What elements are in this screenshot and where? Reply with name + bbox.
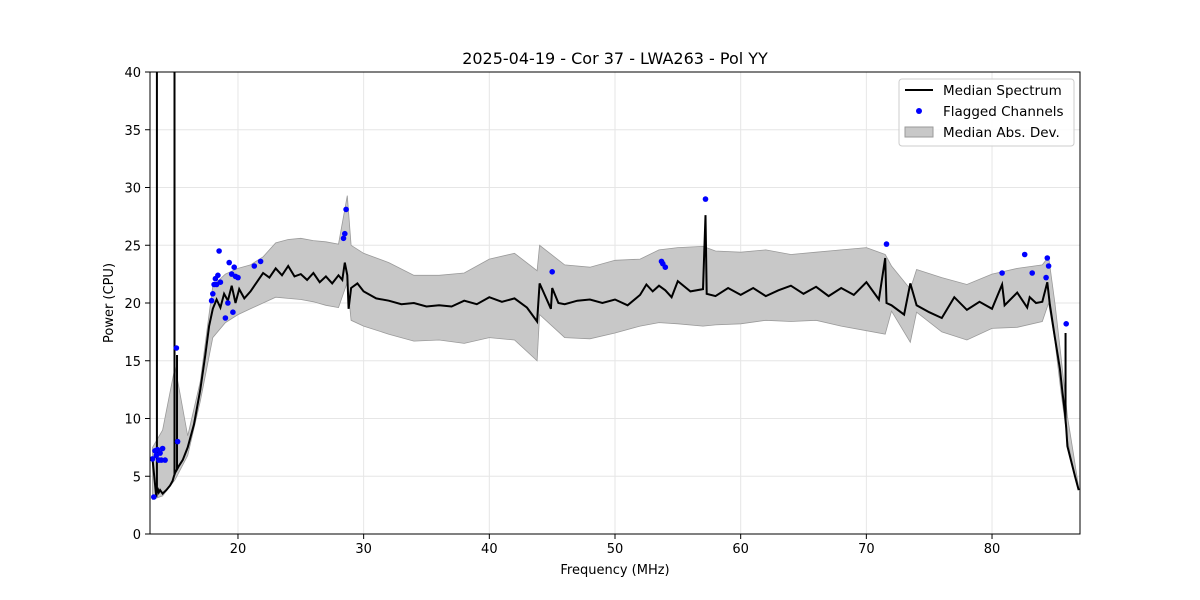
- flagged-channel-point: [151, 494, 157, 500]
- y-tick-label: 35: [124, 124, 141, 139]
- flagged-channel-point: [1021, 251, 1028, 258]
- y-tick-label: 30: [124, 182, 141, 197]
- flagged-channel-point: [225, 300, 231, 306]
- legend: Median Spectrum Flagged Channels Median …: [898, 78, 1075, 147]
- flagged-channel-point: [251, 263, 258, 269]
- flagged-channel-point: [1063, 321, 1069, 327]
- flagged-channel-point: [174, 438, 181, 445]
- y-tick-label: 10: [124, 413, 141, 428]
- flagged-channel-point: [216, 248, 222, 254]
- x-tick-label: 20: [230, 542, 247, 557]
- flagged-channel-point: [1043, 274, 1049, 281]
- legend-band-swatch: [904, 126, 934, 138]
- flagged-channel-point: [173, 345, 180, 351]
- plot-area: [150, 72, 1080, 500]
- y-tick-label: 40: [124, 66, 141, 81]
- flagged-channel-point: [150, 456, 156, 462]
- flagged-channel-point: [208, 297, 215, 304]
- flagged-channels-points: [150, 196, 1069, 500]
- flagged-channel-point: [159, 445, 166, 452]
- flagged-channel-point: [342, 230, 348, 237]
- flagged-channel-point: [340, 235, 347, 242]
- y-tick-label: 0: [133, 528, 141, 543]
- flagged-channel-point: [1045, 263, 1052, 269]
- legend-label-mad: Median Abs. Dev.: [943, 125, 1060, 141]
- flagged-channel-point: [230, 309, 236, 316]
- flagged-channel-point: [883, 241, 890, 247]
- flagged-channel-point: [702, 196, 709, 202]
- x-tick-label: 30: [355, 542, 372, 557]
- flagged-channel-point: [226, 259, 232, 266]
- legend-label-flagged: Flagged Channels: [943, 104, 1064, 120]
- flagged-channel-point: [215, 272, 221, 279]
- legend-point-swatch: [916, 108, 922, 114]
- y-axis-ticks: 0 5 10 15 20 25 30 35 40: [124, 66, 150, 543]
- y-axis-label: Power (CPU): [102, 263, 117, 343]
- flagged-channel-point: [343, 206, 349, 213]
- flagged-channel-point: [162, 457, 168, 463]
- median-spectrum-spikes: [155, 72, 1067, 493]
- x-tick-label: 40: [481, 542, 498, 557]
- flagged-channel-point: [1044, 255, 1051, 261]
- x-tick-label: 70: [858, 542, 875, 557]
- flagged-channel-point: [231, 264, 237, 271]
- flagged-channel-point: [157, 450, 163, 456]
- median-spectrum-line: [151, 215, 1080, 498]
- flagged-channel-point: [1029, 270, 1035, 276]
- legend-box: [898, 78, 1075, 147]
- flagged-channel-point: [222, 315, 229, 321]
- flagged-channel-point: [549, 269, 555, 275]
- y-tick-label: 5: [133, 470, 141, 485]
- flagged-channel-point: [662, 264, 669, 271]
- x-tick-label: 80: [984, 542, 1001, 557]
- flagged-channel-point: [235, 274, 241, 281]
- legend-label-median: Median Spectrum: [943, 83, 1062, 99]
- x-tick-label: 50: [607, 542, 624, 557]
- flagged-channel-point: [999, 270, 1005, 276]
- x-tick-label: 60: [732, 542, 749, 557]
- y-tick-label: 20: [124, 297, 141, 312]
- x-axis-label: Frequency (MHz): [560, 563, 669, 578]
- flagged-channel-point: [257, 258, 264, 265]
- y-tick-label: 25: [124, 239, 141, 254]
- flagged-channel-point: [217, 279, 224, 286]
- x-axis-ticks: 20 30 40 50 60 70 80: [230, 534, 1001, 557]
- y-tick-label: 15: [124, 355, 141, 370]
- flagged-channel-point: [210, 291, 216, 297]
- chart-title: 2025-04-19 - Cor 37 - LWA263 - Pol YY: [462, 49, 768, 68]
